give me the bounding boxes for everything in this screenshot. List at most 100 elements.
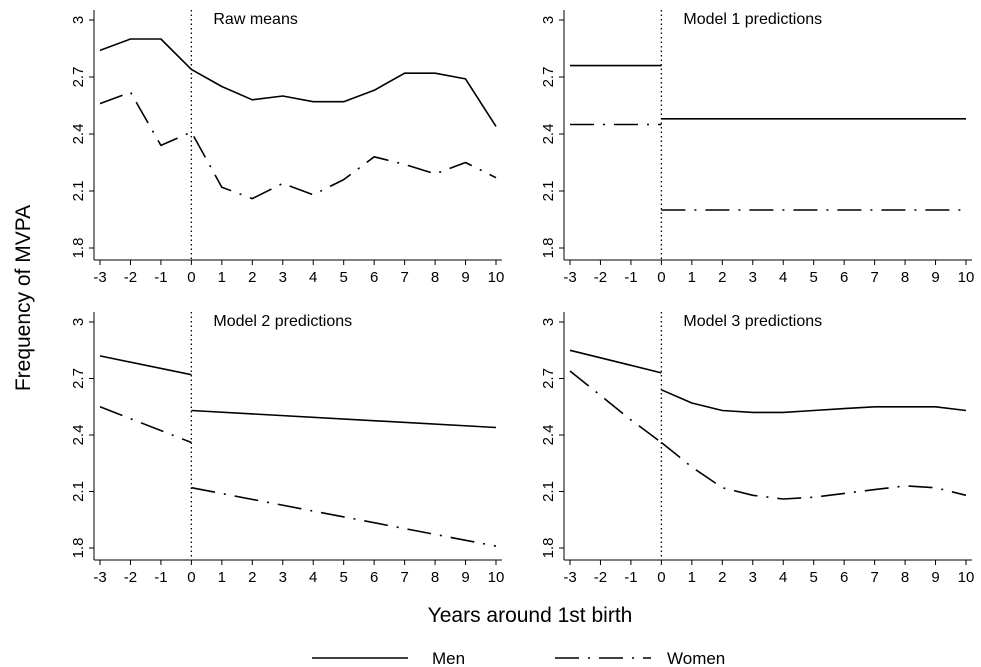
x-tick-label: 10 [488,569,505,586]
y-axis-title: Frequency of MVPA [12,205,35,391]
panel-1: 1.8 2.1 2.4 2.7 3 -3 -2 -1 0 1 2 3 4 5 6 7 8 9 10 Raw means [70,10,504,286]
x-tick-label: -3 [93,569,106,586]
x-tick-label: 7 [870,269,878,286]
x-tick-label: -1 [624,569,637,586]
x-tick-label: 6 [370,569,378,586]
x-tick-label: 0 [187,569,195,586]
x-tick-label: 3 [749,569,757,586]
series-line-men [191,409,497,429]
x-tick-label: 6 [840,569,848,586]
x-tick-label: 9 [461,569,469,586]
x-tick-label: 0 [657,269,665,286]
panel-4: 1.8 2.1 2.4 2.7 3 -3 -2 -1 0 1 2 3 4 5 6 7 8 9 10 Model 3 p… [540,312,974,586]
y-tick-label: 1.8 [540,238,557,259]
series-line-women [99,91,497,200]
x-tick-label: 1 [688,269,696,286]
y-tick-label: 2.4 [70,425,87,446]
x-tick-label: -1 [154,569,167,586]
x-tick-label: 4 [309,569,317,586]
x-tick-label: 2 [718,569,726,586]
y-tick-label: 2.7 [70,67,87,88]
x-tick-label: -2 [124,569,137,586]
x-tick-label: 8 [431,269,439,286]
x-tick-label: 2 [718,269,726,286]
x-tick-label: 5 [810,269,818,286]
x-tick-label: -2 [594,569,607,586]
series-line-women [660,441,967,500]
x-tick-label: 4 [779,269,787,286]
x-tick-label: -2 [594,269,607,286]
panel-title: Model 1 predictions [683,11,822,28]
y-tick-label: 3 [540,16,557,24]
series-line-women [99,406,192,444]
y-tick-label: 2.7 [540,67,557,88]
series-line-women [191,486,497,547]
x-tick-label: 3 [279,269,287,286]
x-tick-label: -3 [93,269,106,286]
x-tick-label: -2 [124,269,137,286]
y-tick-label: 2.1 [70,181,87,202]
x-tick-label: 3 [279,569,287,586]
y-tick-label: 3 [70,318,87,326]
x-axis-title: Years around 1st birth [428,604,633,627]
y-tick-label: 2.4 [540,124,557,145]
x-tick-label: 7 [870,569,878,586]
y-tick-label: 2.4 [540,425,557,446]
y-tick-label: 2.1 [70,481,87,502]
series-line-men [99,38,497,127]
x-tick-label: 2 [248,569,256,586]
y-tick-label: 2.1 [540,181,557,202]
series-line-men [661,389,967,414]
panel-title: Model 2 predictions [213,313,352,330]
x-tick-label: 8 [901,569,909,586]
x-tick-label: 7 [400,269,408,286]
y-tick-label: 1.8 [70,238,87,259]
x-tick-label: -1 [154,269,167,286]
y-tick-label: 3 [540,318,557,326]
x-tick-label: 9 [931,569,939,586]
x-tick-label: 3 [749,269,757,286]
panel-2: 1.8 2.1 2.4 2.7 3 -3 -2 -1 0 1 2 3 4 5 6 7 8 9 10 Model 1 p… [540,10,974,286]
y-tick-label: 2.7 [70,368,87,389]
x-tick-label: 10 [488,269,505,286]
y-tick-label: 2.7 [540,368,557,389]
y-tick-label: 1.8 [540,538,557,559]
x-tick-label: 1 [218,269,226,286]
y-tick-label: 1.8 [70,538,87,559]
x-tick-label: -3 [563,569,576,586]
legend-label-men: Men [432,649,465,667]
x-tick-label: -3 [563,269,576,286]
series-line-men [569,349,662,374]
series-line-women [569,370,662,444]
panel-3: 1.8 2.1 2.4 2.7 3 -3 -2 -1 0 1 2 3 4 5 6 7 8 9 10 Model 2 p… [70,312,504,586]
x-tick-label: 1 [218,569,226,586]
panel-title: Model 3 predictions [683,313,822,330]
x-tick-label: 5 [810,569,818,586]
x-tick-label: 6 [840,269,848,286]
legend: Men Women [312,649,725,667]
x-tick-label: 2 [248,269,256,286]
panel-title: Raw means [213,11,297,28]
y-tick-label: 2.1 [540,481,557,502]
legend-label-women: Women [667,649,725,667]
x-tick-label: 1 [688,569,696,586]
x-tick-label: 9 [931,269,939,286]
x-tick-label: 7 [400,569,408,586]
x-tick-label: 5 [340,269,348,286]
x-tick-label: 0 [187,269,195,286]
x-tick-label: 8 [431,569,439,586]
y-tick-label: 2.4 [70,124,87,145]
x-tick-label: 6 [370,269,378,286]
x-tick-label: 9 [461,269,469,286]
y-tick-label: 3 [70,16,87,24]
x-tick-label: 4 [309,269,317,286]
x-tick-label: 8 [901,269,909,286]
x-tick-label: 10 [958,269,975,286]
x-tick-label: 0 [657,569,665,586]
x-tick-label: 5 [340,569,348,586]
x-tick-label: 4 [779,569,787,586]
x-tick-label: -1 [624,269,637,286]
x-tick-label: 10 [958,569,975,586]
